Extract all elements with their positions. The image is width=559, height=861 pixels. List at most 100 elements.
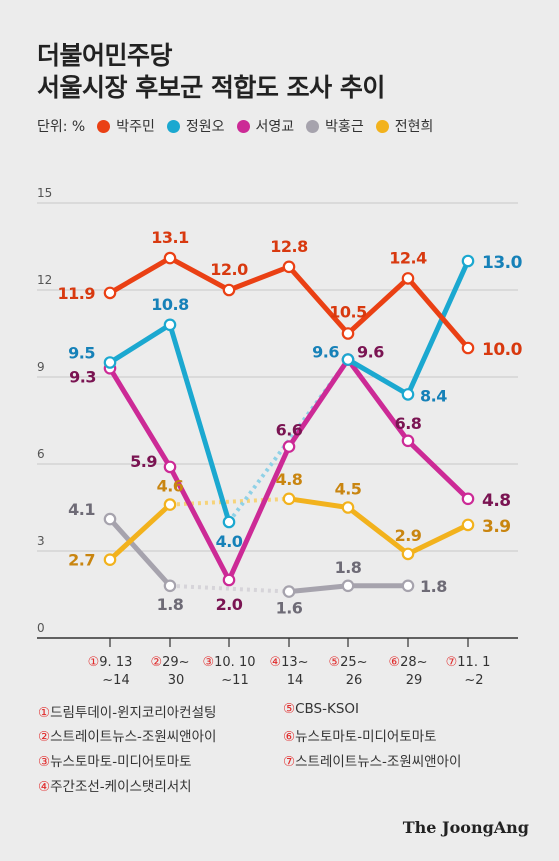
data-label-park-jumin: 11.9 xyxy=(58,284,96,303)
data-label-park-jumin: 13.1 xyxy=(151,228,189,247)
data-point-jeon-hyeonhui xyxy=(401,547,415,561)
x-tick-label: ⑥28~ xyxy=(388,655,427,670)
data-label-park-jumin: 10.0 xyxy=(482,340,523,360)
data-label-seo-yeonggyo: 9.3 xyxy=(69,367,96,386)
data-point-jeong-wono xyxy=(401,388,415,401)
legend-label-park-honggeun: 박홍근 xyxy=(325,119,364,135)
series-line-park-honggeun xyxy=(107,516,173,589)
data-label-seo-yeonggyo: 9.6 xyxy=(357,343,384,362)
data-point-jeong-wono xyxy=(163,318,177,332)
data-label-park-honggeun: 4.1 xyxy=(68,500,95,519)
data-point-jeong-wono xyxy=(461,254,475,268)
series-line-jeon-hyeonhui xyxy=(107,502,173,563)
legend-item-park-honggeun: 박홍근 xyxy=(306,116,364,136)
data-point-park-jumin xyxy=(401,272,415,285)
source-3: ③뉴스토마토-미디어토마토 xyxy=(38,754,192,770)
series-gap-park-honggeun xyxy=(169,583,290,594)
data-point-seo-yeonggyo xyxy=(461,492,475,506)
data-label-park-jumin: 12.4 xyxy=(389,248,427,267)
data-point-park-honggeun xyxy=(103,512,117,526)
source-2: ②스트레이트뉴스-조원씨앤아이 xyxy=(38,729,217,745)
x-tick-label-line2: 26 xyxy=(346,673,363,688)
data-label-park-jumin: 12.8 xyxy=(270,237,308,256)
line-chart: 0 3 6 9 12 15 ①9. 13 ~14 ②29~ 30 ③10. 10 ~11 ④13~ 14 ⑤… xyxy=(37,186,523,688)
x-tick-label-line2: 30 xyxy=(168,673,185,688)
x-tick-label: ⑤25~ xyxy=(328,655,367,670)
data-label-jeong-wono: 13.0 xyxy=(482,253,523,273)
data-label-seo-yeonggyo: 6.8 xyxy=(395,414,422,433)
x-tick-label: ③10. 10 xyxy=(202,655,255,670)
series-gap-jeon-hyeonhui xyxy=(169,496,290,507)
data-point-park-jumin xyxy=(282,260,296,274)
data-label-seo-yeonggyo: 5.9 xyxy=(130,452,157,471)
x-tick-label-line2: ~14 xyxy=(102,673,129,688)
data-label-jeon-hyeonhui: 2.9 xyxy=(395,526,422,545)
legend-item-jeong-wono: 정원오 xyxy=(166,116,225,136)
data-label-park-jumin: 12.0 xyxy=(210,260,248,279)
data-label-park-honggeun: 1.6 xyxy=(276,599,303,618)
legend: 단위: % 박주민 정원오 서영교 박홍근 전현희 xyxy=(37,116,445,136)
data-label-jeong-wono: 9.5 xyxy=(68,344,95,363)
data-label-jeon-hyeonhui: 3.9 xyxy=(482,517,511,537)
data-point-seo-yeonggyo xyxy=(282,440,296,453)
data-point-jeon-hyeonhui xyxy=(103,553,117,566)
data-point-park-jumin xyxy=(103,286,117,300)
data-point-seo-yeonggyo xyxy=(163,460,177,474)
legend-label-park-jumin: 박주민 xyxy=(116,119,155,135)
source-6: ⑥뉴스토마토-미디어토마토 xyxy=(283,729,437,745)
data-point-park-jumin xyxy=(461,341,475,355)
data-point-jeong-wono xyxy=(341,353,355,366)
x-tick-label-line2: 14 xyxy=(287,673,304,688)
y-tick-label: 6 xyxy=(37,447,45,461)
data-point-jeong-wono xyxy=(103,356,117,369)
legend-item-jeon-hyeonhui: 전현희 xyxy=(375,116,434,136)
data-point-park-jumin xyxy=(222,283,236,297)
data-label-jeong-wono: 10.8 xyxy=(151,295,189,314)
legend-swatch-jeong-wono xyxy=(166,119,180,133)
data-point-jeon-hyeonhui xyxy=(341,501,355,514)
data-point-jeong-wono xyxy=(222,515,236,529)
y-tick-label: 9 xyxy=(37,360,45,374)
data-label-jeon-hyeonhui: 4.8 xyxy=(276,470,303,489)
data-label-jeong-wono: 9.6 xyxy=(312,343,339,362)
legend-swatch-park-honggeun xyxy=(306,119,320,133)
source-7: ⑦스트레이트뉴스-조원씨앤아이 xyxy=(283,754,462,770)
legend-item-park-jumin: 박주민 xyxy=(97,116,155,136)
x-tick-label-line2: ~2 xyxy=(464,673,483,688)
data-label-jeong-wono: 8.4 xyxy=(420,386,447,405)
data-label-park-honggeun: 1.8 xyxy=(335,558,362,577)
legend-swatch-park-jumin xyxy=(97,119,111,133)
data-label-park-honggeun: 1.8 xyxy=(420,577,447,596)
data-point-jeon-hyeonhui xyxy=(163,498,177,511)
x-tick-label: ⑦11. 1 xyxy=(446,655,491,670)
data-label-jeong-wono: 4.0 xyxy=(216,532,243,551)
data-point-park-honggeun xyxy=(163,579,177,593)
y-tick-label: 12 xyxy=(37,273,52,287)
legend-label-jeong-wono: 정원오 xyxy=(185,119,225,135)
unit-label: 단위: % xyxy=(37,119,86,135)
data-label-seo-yeonggyo: 4.8 xyxy=(482,491,511,511)
data-label-park-jumin: 10.5 xyxy=(329,303,367,322)
x-tick-label: ①9. 13 xyxy=(88,655,133,670)
data-point-jeon-hyeonhui xyxy=(282,492,296,506)
data-point-jeon-hyeonhui xyxy=(461,518,475,532)
source-1: ①드림투데이-윈지코리아컨설팅 xyxy=(38,705,217,721)
data-point-park-jumin xyxy=(341,327,355,340)
legend-item-seo-yeonggyo: 서영교 xyxy=(236,116,295,136)
data-point-park-honggeun xyxy=(282,585,296,598)
legend-swatch-jeon-hyeonhui xyxy=(375,119,389,133)
series-line-jeon-hyeonhui xyxy=(286,496,471,557)
legend-swatch-seo-yeonggyo xyxy=(236,119,250,133)
y-tick-label: 0 xyxy=(37,621,45,635)
x-tick-label: ④13~ xyxy=(269,655,308,670)
y-tick-label: 3 xyxy=(37,534,45,548)
source-4: ④주간조선-케이스탯리서치 xyxy=(38,779,192,795)
data-label-jeon-hyeonhui: 4.6 xyxy=(157,477,184,496)
legend-label-seo-yeonggyo: 서영교 xyxy=(255,119,295,135)
data-point-seo-yeonggyo xyxy=(222,573,236,587)
data-point-seo-yeonggyo xyxy=(401,434,415,448)
y-tick-label: 15 xyxy=(37,186,52,200)
x-tick-label-line2: ~11 xyxy=(221,673,248,688)
data-point-park-honggeun xyxy=(401,579,415,593)
legend-label-jeon-hyeonhui: 전현희 xyxy=(394,119,434,135)
